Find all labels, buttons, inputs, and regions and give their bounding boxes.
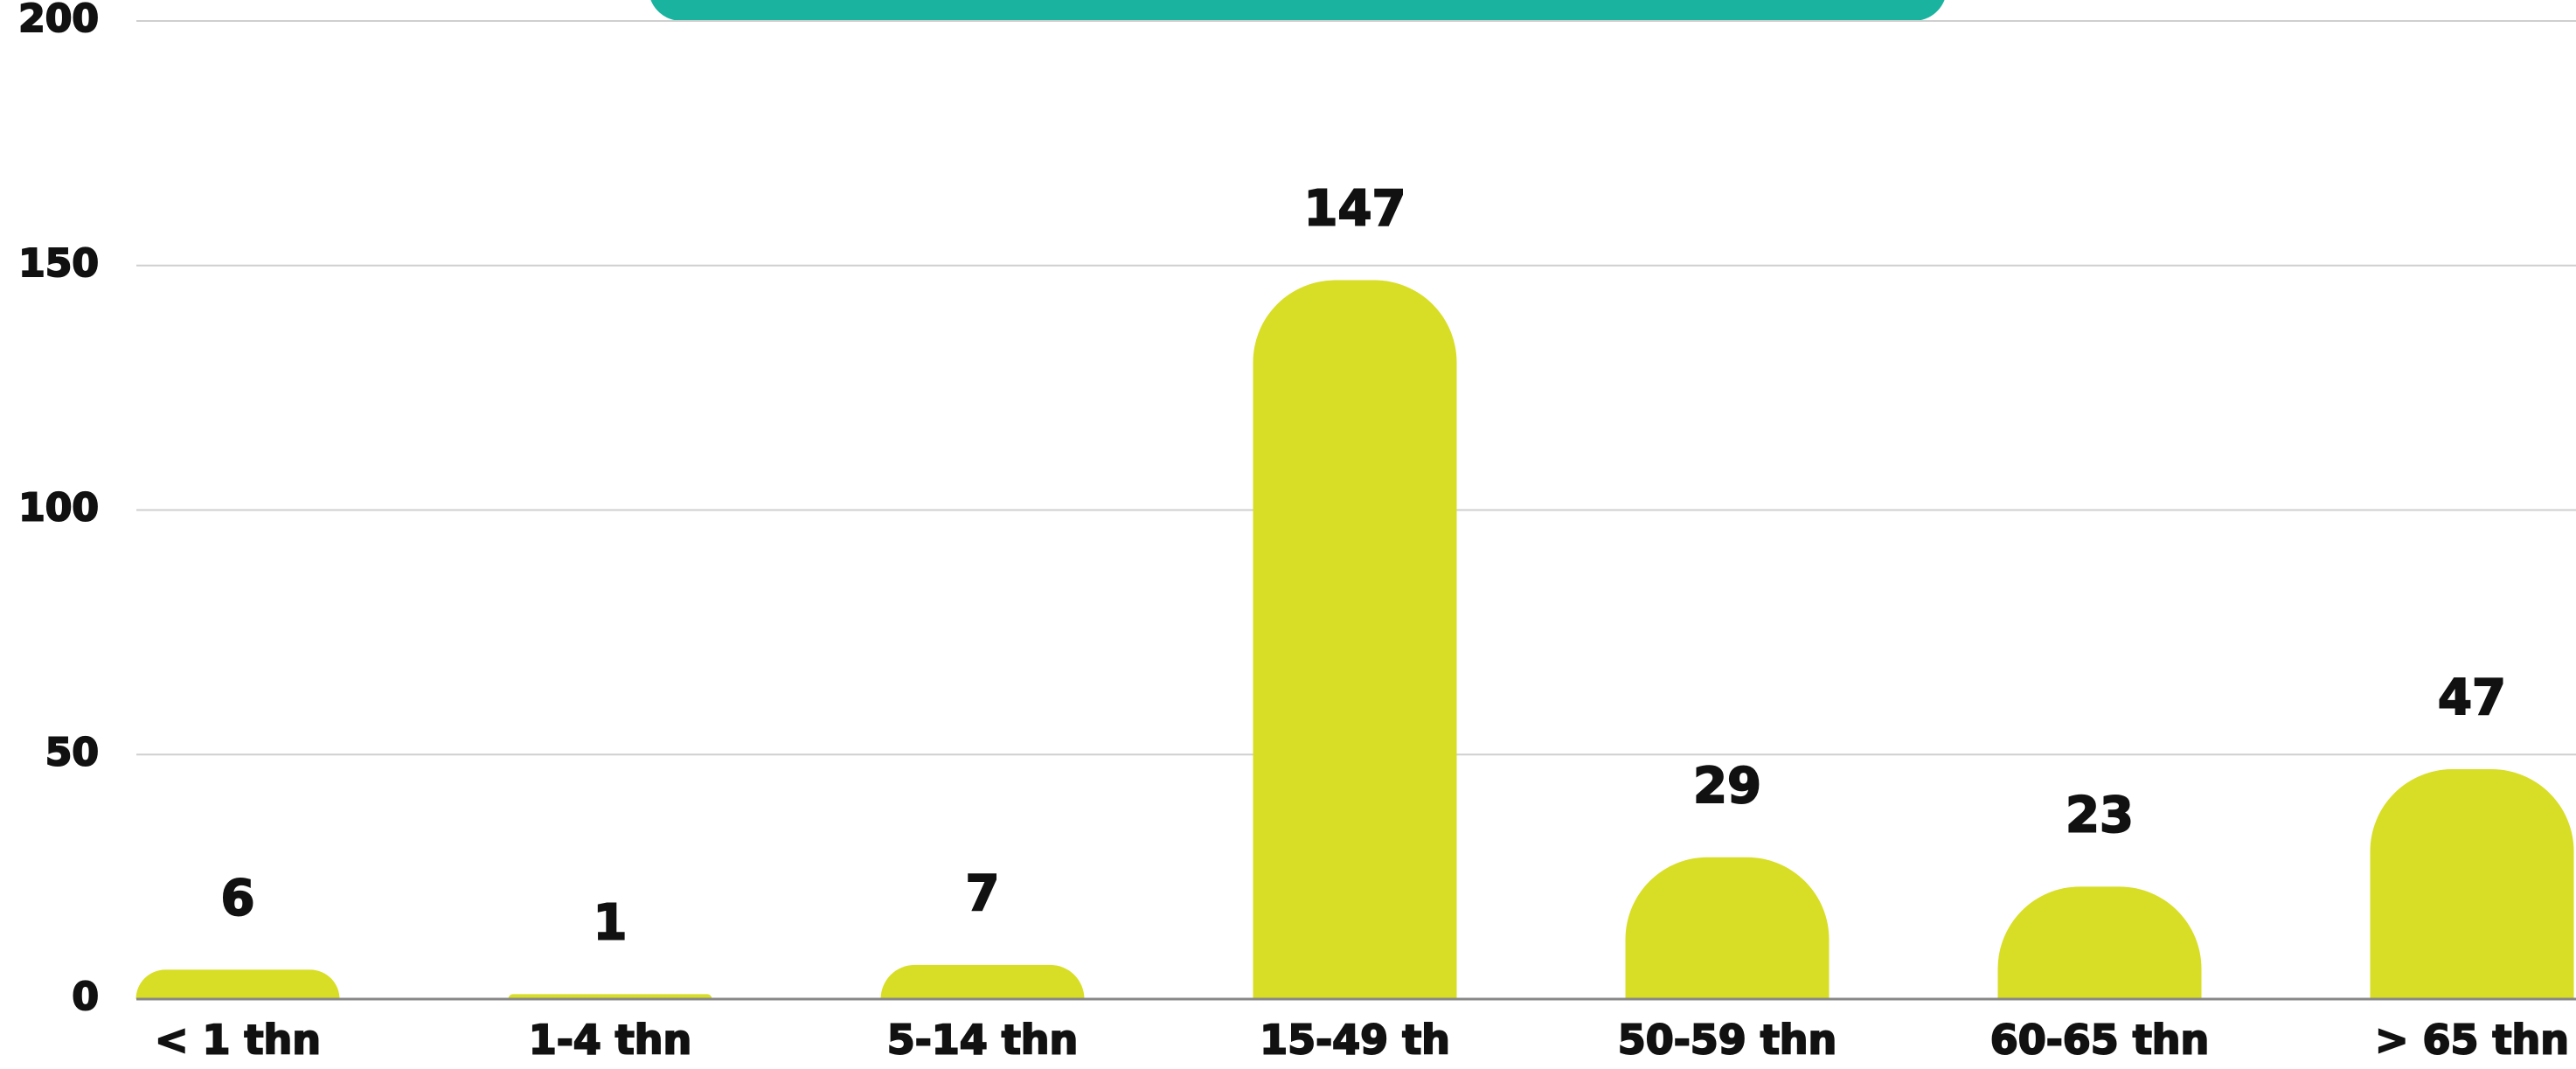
y-tick-label: 0 [72,975,99,1019]
bar [880,964,1085,999]
y-tick-label: 50 [45,730,99,774]
y-tick-label: 150 [18,241,99,286]
y-tick-label: 100 [18,486,99,531]
bar [135,969,340,999]
bar [1997,886,2202,999]
value-label: 147 [1304,181,1406,238]
value-label: 47 [2438,670,2506,726]
x-tick-label: < 1 thn [155,1017,321,1064]
value-label: 6 [221,871,255,927]
bar [1253,280,1457,999]
value-label: 7 [966,865,1000,922]
bar [2370,769,2574,999]
x-tick-label: 5-14 thn [887,1017,1079,1064]
x-tick-label: 1-4 thn [529,1017,692,1064]
x-tick-label: 50-59 thn [1618,1017,1837,1064]
value-label: 23 [2066,787,2134,843]
value-label: 29 [1693,758,1761,815]
header-banner [650,0,1945,22]
x-tick-label: 15-49 th [1260,1017,1450,1064]
y-tick-label: 200 [18,0,99,41]
x-tick-label: > 65 thn [2375,1017,2569,1064]
bar [1625,857,1830,999]
value-label: 1 [594,895,628,952]
x-tick-label: 60-65 thn [1990,1017,2210,1064]
